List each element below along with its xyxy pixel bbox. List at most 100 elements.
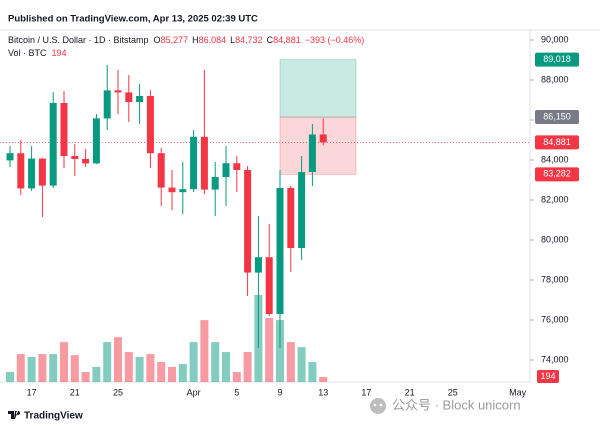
- candle-body: [125, 92, 133, 102]
- volume-bar: [124, 352, 133, 382]
- y-tick-label: 80,000: [541, 234, 569, 244]
- symbol-header: Bitcoin / U.S. Dollar · 1D · Bitstamp O85…: [8, 35, 364, 45]
- volume-badge-bg: [537, 370, 559, 383]
- candle-body: [146, 96, 154, 154]
- volume-bar: [92, 366, 101, 382]
- last-price-label-bg: [535, 135, 579, 150]
- volume-bar: [27, 356, 36, 382]
- watermark-text: 公众号 · Block unicorn: [392, 397, 521, 412]
- volume-value: 194: [52, 48, 67, 58]
- target-price-label-bg: [535, 52, 579, 67]
- volume-bar: [319, 377, 328, 382]
- volume-bar: [308, 362, 317, 382]
- ohlc-key: L: [230, 35, 235, 45]
- volume-bar: [265, 318, 274, 382]
- brand-logo: TradingView: [8, 411, 83, 422]
- volume-bar: [103, 342, 112, 382]
- y-tick-label: 76,000: [541, 314, 569, 324]
- candle-body: [6, 153, 14, 161]
- candle-body: [157, 153, 165, 188]
- published-note: Published on TradingView.com, Apr 13, 20…: [8, 14, 258, 25]
- ohlc-value: 84,881: [273, 35, 301, 45]
- volume-bar: [232, 372, 241, 382]
- ohlc-value: 85,277: [161, 35, 189, 45]
- candle-body: [28, 158, 36, 189]
- candle-body: [254, 257, 262, 273]
- candle-body: [308, 134, 316, 172]
- x-tick-label: 25: [113, 387, 123, 397]
- x-tick-label: May: [509, 387, 527, 397]
- stop-price-label-bg: [535, 167, 579, 182]
- candle-body: [179, 189, 187, 193]
- x-tick-label: Apr: [187, 387, 201, 397]
- x-tick-label: 25: [448, 387, 458, 397]
- volume-bar: [243, 352, 252, 382]
- candle-body: [71, 156, 79, 159]
- volume-bar: [6, 372, 14, 382]
- volume-bar: [276, 320, 284, 382]
- volume-bar: [60, 342, 68, 382]
- volume-bar: [49, 354, 58, 382]
- x-tick-label: 13: [318, 387, 328, 397]
- volume-bar: [178, 364, 187, 382]
- ohlc-key: H: [192, 35, 199, 45]
- volume-bar: [81, 372, 90, 382]
- volume-bar: [168, 366, 176, 382]
- x-tick-label: 17: [27, 387, 37, 397]
- candle-body: [298, 172, 306, 248]
- candle-body: [136, 96, 144, 102]
- stop-zone: [279, 116, 357, 175]
- volume-bar: [211, 342, 220, 382]
- last-price-label: 84,881: [543, 137, 571, 147]
- candle-body: [49, 103, 57, 186]
- volume-bar: [200, 320, 209, 382]
- brand-name: TradingView: [24, 411, 83, 422]
- x-tick-label: 21: [405, 387, 415, 397]
- target-zone: [279, 59, 357, 118]
- candle-body: [265, 257, 273, 314]
- x-tick-label: 9: [277, 387, 282, 397]
- candle-body: [168, 187, 176, 193]
- ohlc-key: O: [154, 35, 161, 45]
- candle-body: [200, 136, 208, 190]
- y-tick-label: 82,000: [541, 194, 569, 204]
- symbol-name: Bitcoin / U.S. Dollar · 1D · Bitstamp: [8, 35, 149, 45]
- volume-bar: [38, 354, 47, 382]
- volume-title: Vol · BTC: [8, 48, 47, 58]
- volume-bar: [135, 356, 144, 382]
- entry-price-label: 86,150: [543, 111, 571, 121]
- y-tick-label: 74,000: [541, 354, 569, 364]
- y-tick-label: 78,000: [541, 274, 569, 284]
- candle-body: [17, 153, 25, 189]
- target-price-label: 89,018: [543, 54, 571, 64]
- x-tick-label: 5: [234, 387, 239, 397]
- volume-bar: [114, 337, 122, 382]
- ohlc-value: 86,084: [199, 35, 227, 45]
- ohlc-value: 84,732: [235, 35, 263, 45]
- y-tick-label: 90,000: [541, 34, 569, 44]
- volume-bar: [157, 362, 166, 382]
- y-tick-label: 84,000: [541, 154, 569, 164]
- candle-body: [244, 170, 252, 273]
- volume-bar: [16, 354, 25, 382]
- candle-body: [82, 159, 90, 164]
- price-change: −393 (−0.46%): [305, 35, 365, 45]
- x-tick-label: 17: [361, 387, 371, 397]
- candle-body: [38, 158, 46, 186]
- x-tick-label: 21: [70, 387, 80, 397]
- volume-bar: [146, 354, 155, 382]
- volume-header: Vol · BTC 194: [8, 48, 67, 58]
- candle-body: [190, 136, 198, 190]
- ohlc-key: C: [267, 35, 274, 45]
- volume-bar: [189, 342, 198, 382]
- candle-body: [276, 188, 284, 314]
- y-tick-label: 88,000: [541, 74, 569, 84]
- volume-bar: [222, 352, 230, 382]
- volume-bar: [297, 347, 306, 382]
- volume-bar: [70, 355, 79, 382]
- watermark: 公众号 · Block unicorn: [370, 397, 521, 414]
- candle-body: [92, 118, 100, 164]
- volume-bar: [286, 342, 295, 382]
- volume-badge: 194: [540, 371, 555, 381]
